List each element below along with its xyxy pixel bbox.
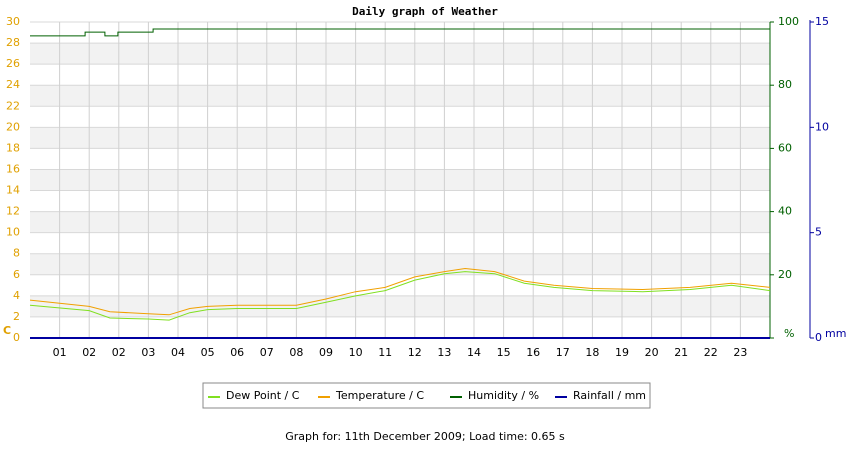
y-tick-label: 22 (6, 99, 20, 112)
grid-band (30, 127, 770, 149)
x-tick-label: 20 (645, 346, 659, 359)
x-tick-label: 14 (467, 346, 481, 359)
x-tick-label: 16 (526, 346, 540, 359)
x-tick-label: 15 (497, 346, 511, 359)
y2-tick-label: 40 (778, 205, 792, 218)
x-tick-label: 03 (141, 346, 155, 359)
y2-unit: % (784, 327, 794, 340)
legend-label: Humidity / % (468, 389, 539, 402)
y-tick-label: 18 (6, 141, 20, 154)
y-tick-label: 2 (13, 310, 20, 323)
y3-tick-label: 5 (815, 226, 822, 239)
grid-band (30, 43, 770, 65)
x-tick-label: 06 (230, 346, 244, 359)
y-tick-label: 4 (13, 289, 20, 302)
legend (202, 382, 651, 409)
y-tick-label: 10 (6, 226, 20, 239)
x-tick-label: 23 (733, 346, 747, 359)
series-line (29, 267, 771, 316)
x-tick-label: 02 (112, 346, 126, 359)
x-tick-label: 22 (704, 346, 718, 359)
x-tick-label: 10 (349, 346, 363, 359)
y-tick-label: 20 (6, 120, 20, 133)
x-tick-label: 12 (408, 346, 422, 359)
legend-label: Dew Point / C (226, 389, 300, 402)
y-tick-label: 0 (13, 331, 20, 344)
x-tick-label: 19 (615, 346, 629, 359)
y-tick-label: 8 (13, 247, 20, 260)
y-tick-label: 16 (6, 162, 20, 175)
x-tick-label: 09 (319, 346, 333, 359)
y-tick-label: 6 (13, 268, 20, 281)
grid-band (30, 211, 770, 233)
y-tick-label: 30 (6, 15, 20, 28)
x-tick-label: 07 (260, 346, 274, 359)
x-tick-label: 11 (378, 346, 392, 359)
y-tick-label: 24 (6, 78, 20, 91)
y2-tick-label: 20 (778, 268, 792, 281)
series-line (30, 28, 770, 37)
y-tick-label: 12 (6, 205, 20, 218)
footer: Graph for: 11th December 2009; Load time… (285, 430, 565, 443)
x-tick-label: 05 (201, 346, 215, 359)
grid-band (30, 253, 770, 275)
y3-tick-label: 10 (815, 120, 829, 133)
chart-title: Daily graph of Weather (352, 5, 498, 18)
grid-band (30, 169, 770, 191)
y-tick-label: 14 (6, 184, 20, 197)
y3-tick-label: 0 (815, 331, 822, 344)
y-tick-label: 28 (6, 36, 20, 49)
series-line (29, 271, 771, 321)
y2-tick-label: 100 (778, 15, 799, 28)
y2-tick-label: 80 (778, 78, 792, 91)
grid-band (30, 295, 770, 317)
legend-label: Temperature / C (335, 389, 424, 402)
y3-unit: mm (825, 327, 846, 340)
x-tick-label: 04 (171, 346, 185, 359)
x-tick-label: 02 (82, 346, 96, 359)
x-tick-label: 08 (289, 346, 303, 359)
y-tick-label: 26 (6, 57, 20, 70)
y2-tick-label: 60 (778, 141, 792, 154)
x-tick-label: 18 (585, 346, 599, 359)
x-tick-label: 21 (674, 346, 688, 359)
grid-band (30, 85, 770, 107)
legend-label: Rainfall / mm (573, 389, 646, 402)
y3-tick-label: 15 (815, 15, 829, 28)
x-tick-label: 01 (53, 346, 67, 359)
x-tick-label: 13 (437, 346, 451, 359)
y-unit: C (3, 324, 11, 337)
x-tick-label: 17 (556, 346, 570, 359)
